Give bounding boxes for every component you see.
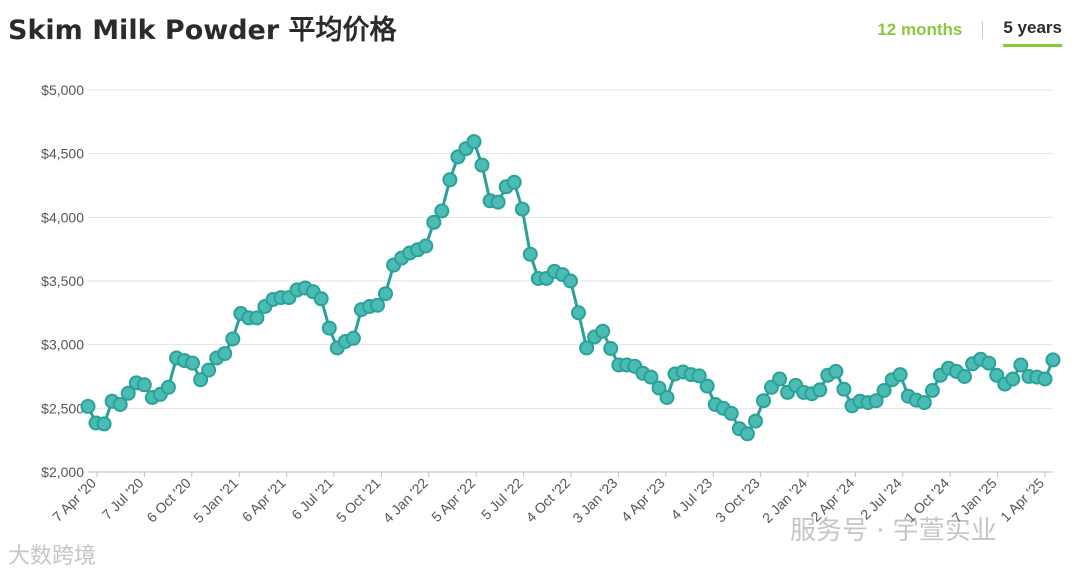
x-tick-label: 5 Oct '21 — [333, 475, 384, 526]
x-tick-label: 5 Jan '21 — [190, 475, 241, 526]
tab-divider — [982, 20, 984, 39]
data-point — [225, 331, 241, 347]
data-point — [748, 413, 763, 429]
data-point — [321, 320, 337, 336]
y-tick-label: $5,000 — [41, 82, 84, 98]
data-point — [1045, 352, 1061, 368]
x-tick-label: 4 Apr '23 — [618, 475, 668, 525]
y-tick-label: $2,500 — [41, 400, 84, 416]
data-point — [345, 330, 361, 346]
data-point — [563, 273, 578, 289]
data-point — [313, 291, 329, 307]
data-point — [739, 426, 755, 442]
data-point — [876, 383, 892, 398]
watermark-right: 服务号 · 宇萱实业 — [790, 516, 997, 546]
data-point — [490, 194, 506, 210]
data-point — [426, 214, 442, 230]
x-tick-label: 1 Apr '25 — [997, 475, 1047, 525]
data-point — [651, 380, 667, 396]
data-point — [185, 355, 200, 371]
x-tick-label: 4 Jul '23 — [667, 475, 715, 523]
data-point — [96, 416, 112, 432]
data-point — [249, 310, 265, 326]
x-tick-label: 5 Apr '22 — [428, 475, 478, 525]
series-layer — [80, 134, 1061, 442]
tab-12-months[interactable]: 12 months — [877, 19, 963, 39]
data-point — [659, 390, 675, 405]
data-point — [828, 363, 844, 379]
data-point — [595, 323, 611, 339]
data-point — [442, 172, 458, 188]
x-tick-label: 3 Jan '23 — [569, 475, 620, 526]
data-point — [981, 355, 997, 371]
x-tick-label: 4 Oct '22 — [522, 475, 573, 526]
data-point — [579, 340, 595, 356]
y-tick-label: $2,000 — [41, 464, 84, 480]
data-point — [120, 385, 136, 401]
x-tick-label: 6 Apr '21 — [239, 475, 289, 525]
data-point — [603, 341, 619, 356]
data-point — [723, 405, 739, 421]
data-point — [916, 395, 932, 411]
grid-layer — [88, 89, 1053, 473]
data-point — [136, 377, 152, 393]
data-point — [160, 379, 176, 395]
range-tabs: 12 months 5 years — [877, 18, 1062, 47]
data-point — [643, 369, 659, 385]
y-axis-ticks: $2,000 $2,500 $3,000 $3,500 $4,000 $4,500 $5,0… — [41, 82, 84, 480]
data-point — [112, 397, 128, 412]
data-point — [217, 346, 233, 362]
x-tick-label: 4 Jan '22 — [380, 475, 431, 526]
data-point — [812, 382, 828, 398]
watermark-left: 大数跨境 — [8, 544, 97, 569]
data-point — [434, 203, 450, 219]
y-tick-label: $4,500 — [41, 146, 84, 162]
x-tick-label: 7 Apr '20 — [49, 475, 99, 525]
data-point — [836, 381, 852, 397]
data-point — [418, 238, 434, 254]
x-tick-label: 3 Oct '23 — [712, 475, 763, 526]
data-point — [522, 246, 538, 262]
tab-5-years[interactable]: 5 years — [1003, 18, 1062, 47]
page-title: Skim Milk Powder 平均价格 — [8, 15, 397, 46]
y-tick-label: $3,500 — [41, 273, 84, 289]
data-point — [506, 174, 522, 190]
data-point — [1037, 371, 1053, 387]
data-point — [466, 134, 482, 150]
data-point — [514, 201, 530, 217]
data-point — [699, 378, 715, 394]
data-point — [571, 305, 586, 321]
data-point — [756, 393, 771, 409]
x-tick-label: 6 Jul '21 — [288, 475, 336, 523]
data-point — [924, 383, 940, 398]
x-tick-label: 5 Jul '22 — [478, 475, 526, 523]
x-tick-label: 7 Jul '20 — [99, 475, 147, 523]
data-point — [957, 369, 972, 384]
data-point — [892, 367, 908, 383]
data-point — [691, 368, 707, 384]
data-point — [1013, 357, 1029, 373]
y-tick-label: $4,000 — [41, 209, 84, 225]
data-point — [1005, 371, 1021, 387]
data-point — [474, 157, 490, 173]
data-point — [80, 398, 96, 414]
data-point — [370, 297, 385, 313]
data-point — [378, 286, 393, 302]
data-point — [772, 371, 788, 387]
data-point — [193, 372, 209, 388]
y-tick-label: $3,000 — [41, 337, 84, 353]
x-tick-label: 6 Oct '20 — [143, 475, 194, 526]
data-point — [868, 393, 884, 409]
data-point — [201, 362, 217, 378]
